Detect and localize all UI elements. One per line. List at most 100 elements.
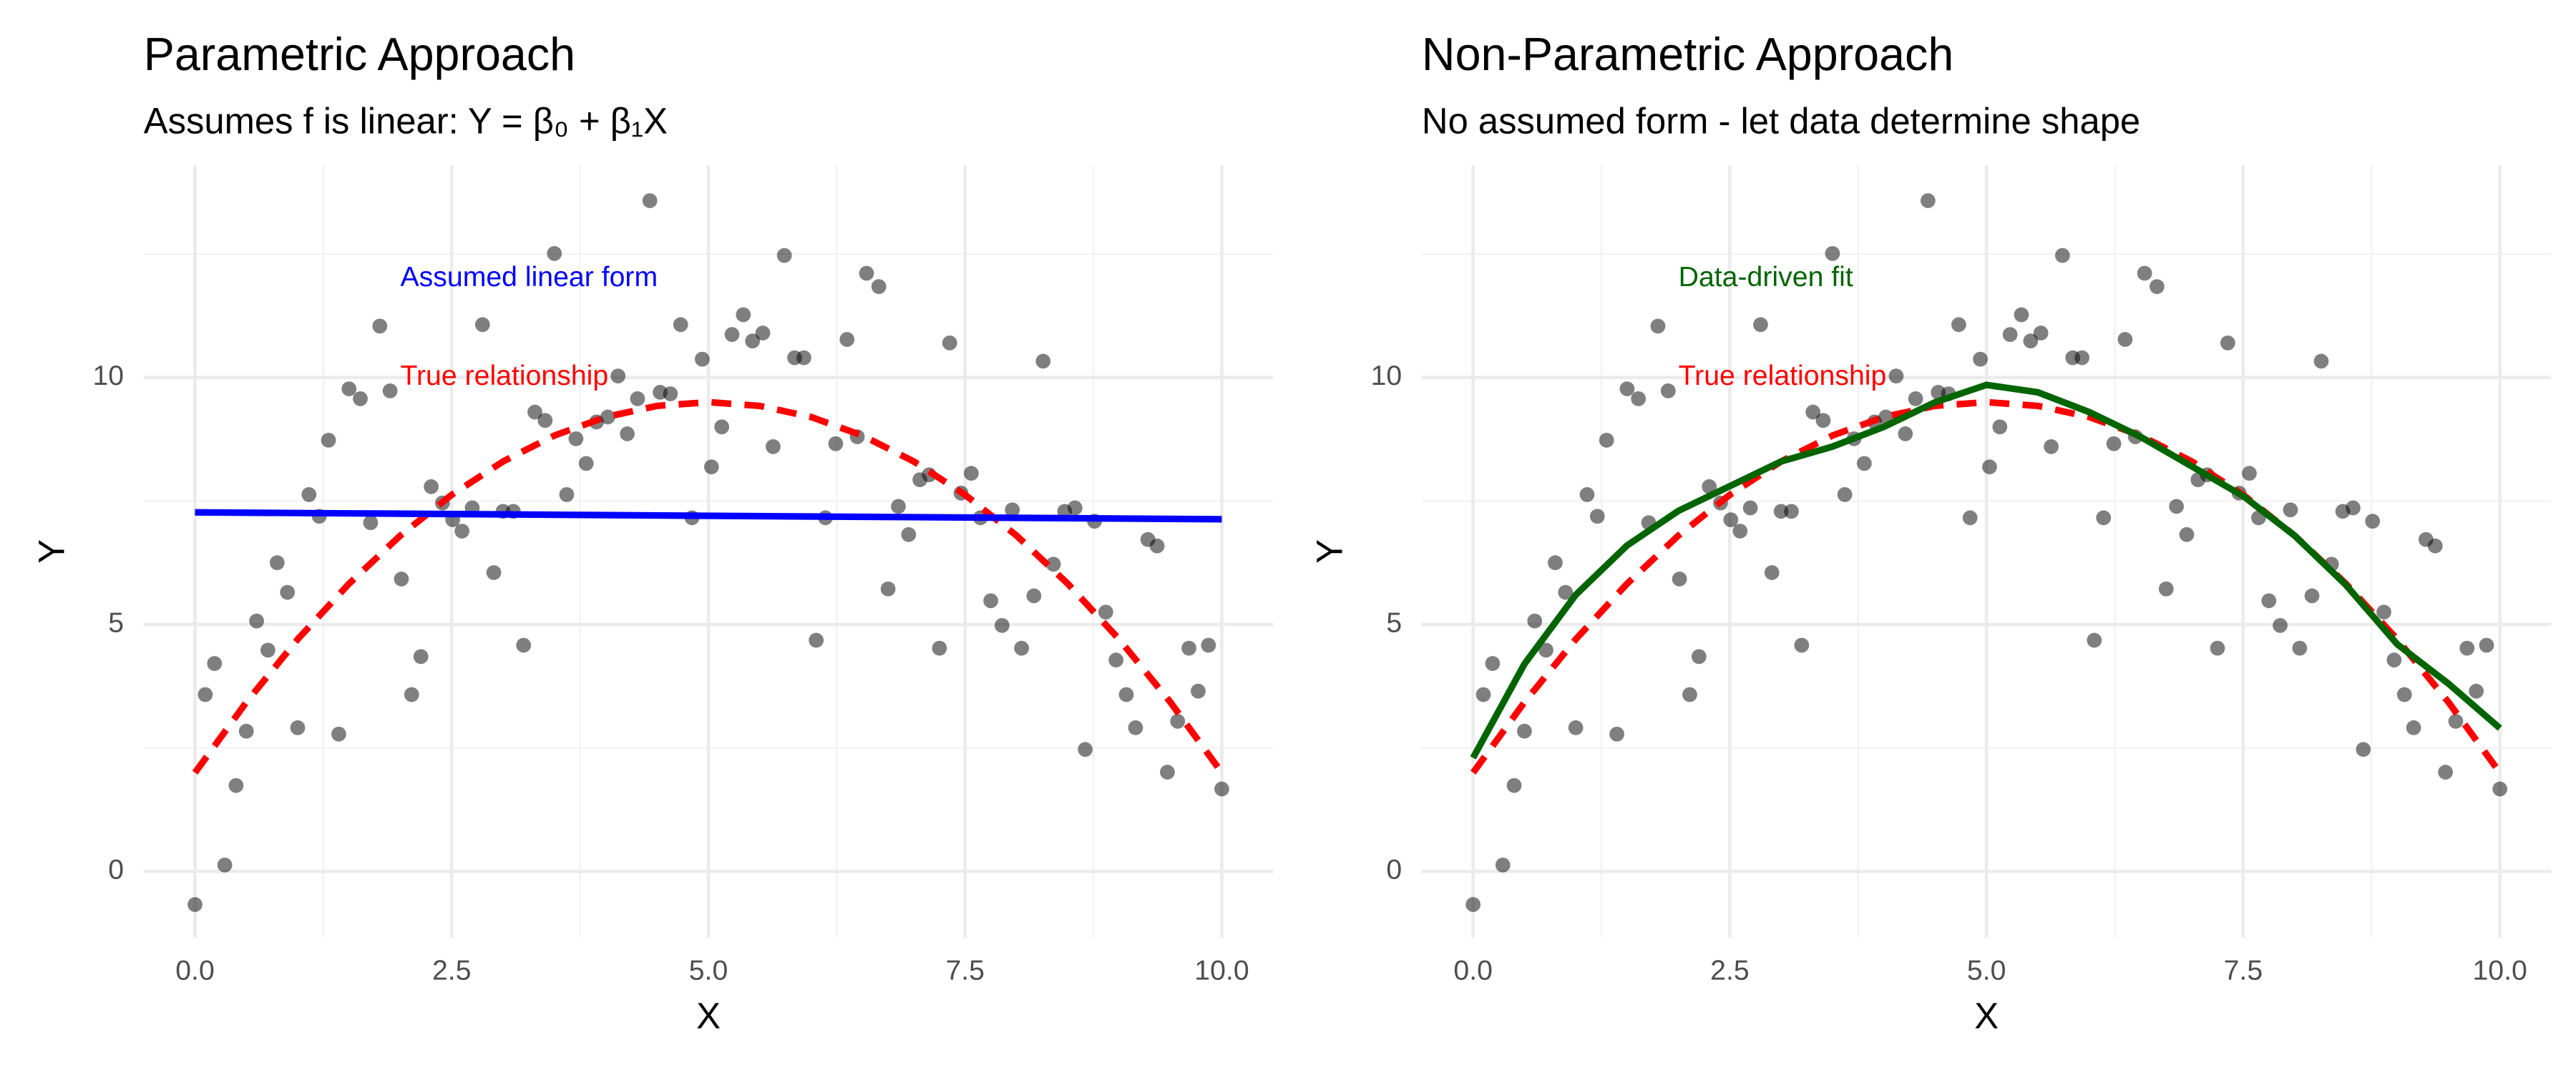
x-axis-title: X [1974,995,1999,1036]
data-point [260,642,275,658]
data-point [228,778,244,793]
data-point [2304,588,2320,604]
data-point [2448,713,2464,729]
data-point [1527,613,1543,629]
data-point [1517,723,1532,739]
data-point [1742,500,1758,516]
fit-line [1470,381,2502,760]
data-point [983,593,998,609]
data-point [2283,502,2298,518]
data-point [1691,649,1707,665]
x-tick-label: 2.5 [1710,955,1750,986]
data-point [995,617,1010,633]
data-point [568,431,584,446]
data-point [2459,640,2475,656]
data-point [839,332,855,347]
data-point [2044,438,2059,454]
data-point [321,433,336,448]
annotation: Data-driven fit [1679,261,1853,293]
y-tick-label: 0 [108,854,124,886]
data-point [2210,640,2225,656]
panel: Non-Parametric Approach No assumed form -… [1309,29,2552,1036]
data-point [695,351,710,367]
data-point [382,383,398,398]
data-point [796,350,811,366]
data-point [1794,637,1810,653]
data-point [1732,524,1748,539]
data-point [413,649,429,665]
data-point [1815,413,1831,428]
data-point [2346,500,2361,516]
annotation: Assumed linear form [401,261,658,293]
data-point [2427,538,2443,554]
data-point [2469,683,2484,699]
data-point [1045,557,1061,572]
data-point [703,459,719,475]
data-point [1214,781,1229,797]
panel: Parametric Approach Assumes f is linear: … [31,29,1274,1036]
data-point [2492,781,2508,797]
data-point [2179,526,2195,542]
y-axis-title: Y [1309,539,1350,564]
dashed-line [1470,398,2503,775]
data-point [1485,656,1501,671]
data-point [714,419,730,435]
chart-subtitle: Assumes f is linear: Y = β₀ + β₁X [144,100,668,141]
data-point [2313,353,2329,369]
data-point [341,381,357,396]
data-point [1589,509,1605,524]
data-point [394,572,409,587]
data-point [1805,404,1821,420]
y-tick-label: 0 [1386,854,1402,886]
data-point [1962,510,1978,526]
data-point [610,368,626,384]
data-point [2261,593,2277,609]
data-point [238,723,254,739]
data-point [1067,500,1083,516]
dashed-line [192,398,1225,775]
data-point [776,248,792,263]
data-point [301,486,317,502]
data-point [2438,765,2453,780]
data-point [280,584,296,600]
data-point [1475,687,1491,702]
data-point [1837,486,1853,502]
data-point [2137,265,2152,281]
data-point [1672,572,1687,587]
data-point [2220,335,2235,351]
data-point [2033,325,2049,340]
data-point [1951,317,1966,333]
data-point [197,687,213,702]
chart-title: Parametric Approach [144,29,575,80]
y-tick-label: 10 [92,360,124,391]
data-point [1609,726,1624,742]
data-point [1506,778,1522,793]
data-point [1548,555,1563,571]
data-point [1026,588,1042,604]
data-point [871,279,887,295]
y-axis-title: Y [31,539,72,564]
x-axis-title: X [696,995,721,1036]
data-point [1579,486,1595,502]
data-point [2406,720,2421,735]
data-point [859,265,874,281]
data-point [1495,857,1511,873]
data-point [600,409,615,425]
data-point [2396,687,2412,702]
data-point [1078,742,1093,758]
data-point [1992,419,2008,435]
data-point [1888,368,1904,384]
data-point [1568,720,1584,735]
data-point [2074,350,2089,366]
x-tick-label: 10.0 [1194,955,1249,986]
data-point [2117,332,2133,347]
data-point [891,499,906,514]
data-point [766,438,781,454]
data-point [537,413,553,428]
data-point [2356,742,2371,758]
chart-title: Non-Parametric Approach [1422,29,1953,80]
data-point [1898,426,1913,441]
data-point [559,486,575,502]
data-point [1170,713,1186,729]
